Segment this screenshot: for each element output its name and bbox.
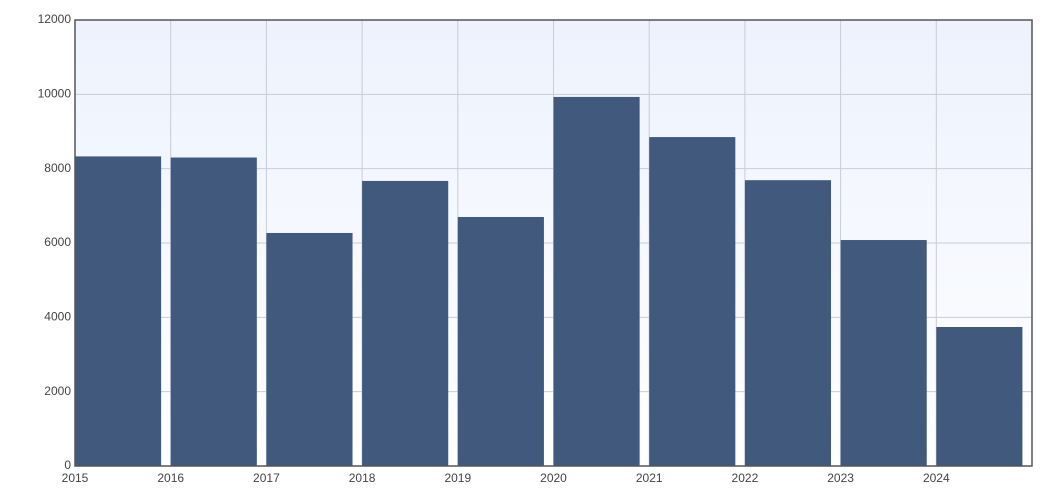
x-tick-label: 2019: [444, 471, 471, 485]
x-tick-label: 2020: [540, 471, 567, 485]
x-tick-label: 2024: [923, 471, 950, 485]
y-tick-label: 10000: [38, 87, 72, 101]
bar: [170, 157, 257, 466]
labels: 0 2000 4000 6000 8000 10000 12000 2015 2016 2017 2…: [38, 12, 950, 485]
y-tick-label: 2000: [44, 384, 71, 398]
x-tick-label: 2022: [732, 471, 759, 485]
bar: [75, 156, 162, 466]
x-tick-label: 2017: [253, 471, 280, 485]
x-tick-label: 2023: [827, 471, 854, 485]
y-tick-label: 0: [64, 458, 71, 472]
bar: [840, 240, 927, 466]
bar: [266, 232, 353, 466]
bar: [649, 137, 736, 466]
x-tick-label: 2021: [636, 471, 663, 485]
bar: [744, 180, 832, 466]
bar: [457, 216, 544, 466]
y-tick-label: 4000: [44, 310, 71, 324]
y-tick-label: 8000: [44, 161, 71, 175]
x-tick-label: 2018: [349, 471, 376, 485]
bar: [553, 96, 640, 466]
y-tick-label: 12000: [38, 12, 72, 26]
y-tick-label: 6000: [44, 235, 71, 249]
bar: [936, 326, 1023, 466]
bar: [362, 180, 449, 466]
x-tick-label: 2015: [62, 471, 89, 485]
plot-frame: [74, 19, 1033, 467]
bars: [75, 96, 1023, 466]
x-tick-label: 2016: [157, 471, 184, 485]
